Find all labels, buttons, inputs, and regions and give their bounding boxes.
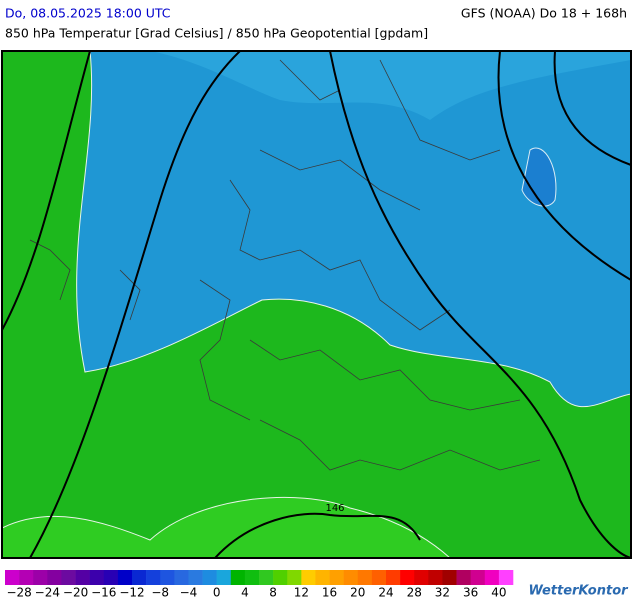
colorbar-swatch	[174, 570, 189, 585]
colorbar-swatch	[103, 570, 119, 585]
contour-label: 146	[325, 503, 344, 514]
colorbar-swatch	[47, 570, 62, 585]
colorbar-swatch	[5, 570, 20, 585]
colorbar-label: 24	[378, 586, 393, 600]
model-run: GFS (NOAA) Do 18 + 168h	[461, 6, 627, 21]
colorbar-swatch	[132, 570, 147, 585]
colorbar-swatch	[259, 570, 274, 585]
colorbar-swatch	[386, 570, 401, 585]
colorbar-label: 0	[213, 586, 221, 600]
colorbar-label: −16	[91, 586, 116, 600]
colorbar-swatch	[244, 570, 260, 585]
colorbar-swatch	[456, 570, 471, 585]
colorbar-swatch	[75, 570, 90, 585]
colorbar-swatch	[498, 570, 514, 585]
colorbar-swatch	[428, 570, 443, 585]
colorbar-swatch	[371, 570, 387, 585]
colorbar-label: 40	[491, 586, 506, 600]
colorbar-label: 28	[407, 586, 422, 600]
forecast-date: Do, 08.05.2025 18:00 UTC	[5, 6, 171, 21]
colorbar-label: 12	[294, 586, 309, 600]
colorbar-label: −12	[119, 586, 144, 600]
colorbar-label: −4	[180, 586, 198, 600]
colorbar: −28 −24 −20 −16 −12 −8 −4 0 4 8 12 16 20 24 28 32 36 40	[5, 570, 514, 600]
colorbar-swatch	[33, 570, 48, 585]
colorbar-swatch	[414, 570, 429, 585]
colorbar-label: 8	[269, 586, 277, 600]
colorbar-swatch	[484, 570, 500, 585]
colorbar-swatch	[357, 570, 373, 585]
colorbar-swatch	[470, 570, 486, 585]
colorbar-swatch	[146, 570, 161, 585]
colorbar-swatch	[315, 570, 330, 585]
colorbar-label: −8	[151, 586, 169, 600]
colorbar-label: 32	[435, 586, 450, 600]
colorbar-swatch	[216, 570, 232, 585]
colorbar-label: 4	[241, 586, 249, 600]
colorbar-swatch	[400, 570, 415, 585]
colorbar-swatch	[188, 570, 203, 585]
colorbar-swatch	[19, 570, 34, 585]
colorbar-swatch	[273, 570, 288, 585]
colorbar-label: −24	[35, 586, 60, 600]
colorbar-swatch	[117, 570, 133, 585]
colorbar-swatch	[61, 570, 76, 585]
colorbar-label: 20	[350, 586, 365, 600]
colorbar-swatch	[329, 570, 344, 585]
colorbar-swatch	[343, 570, 359, 585]
map-subtitle: 850 hPa Temperatur [Grad Celsius] / 850 …	[5, 26, 428, 41]
colorbar-swatch	[287, 570, 302, 585]
colorbar-label: −28	[6, 586, 31, 600]
colorbar-label: 16	[322, 586, 337, 600]
colorbar-label: −20	[63, 586, 88, 600]
colorbar-swatch	[442, 570, 457, 585]
map-area: 146	[1, 50, 632, 559]
colorbar-swatch	[202, 570, 217, 585]
colorbar-swatch	[301, 570, 316, 585]
colorbar-label: 36	[463, 586, 478, 600]
logo: WetterKontor	[528, 584, 629, 599]
colorbar-swatch	[160, 570, 175, 585]
colorbar-swatch	[89, 570, 105, 585]
colorbar-swatch	[230, 570, 246, 585]
